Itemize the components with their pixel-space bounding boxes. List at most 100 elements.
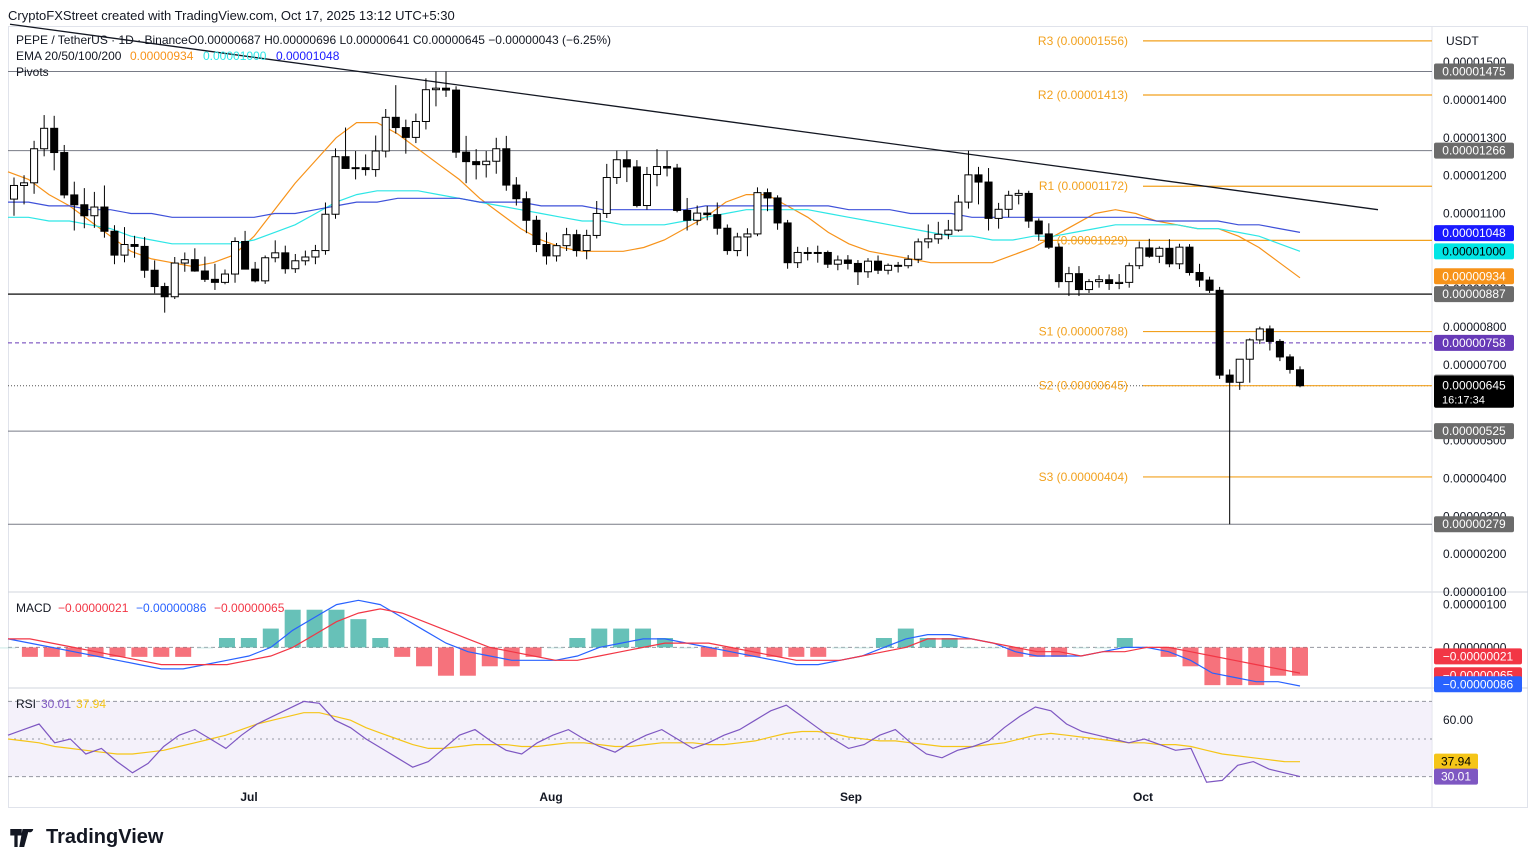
candle-body	[441, 87, 451, 91]
legend-ema-label: EMA 20/50/100/200	[16, 49, 122, 63]
histogram-bar	[591, 628, 608, 648]
rsi-value: 30.01	[41, 697, 71, 711]
rsi-ma-line	[7, 712, 1301, 763]
candle-body	[261, 257, 270, 282]
price-badge-label: 0.00001000	[1442, 244, 1506, 258]
candle-body	[1024, 192, 1033, 222]
candle-body	[934, 233, 943, 240]
legend-ema20: 0.00000934	[130, 49, 194, 63]
attribution-text: CryptoFXStreet created with TradingView.…	[8, 8, 455, 23]
candle-body	[1115, 281, 1124, 285]
rsi-line	[7, 700, 1301, 783]
tradingview-logo[interactable]: TradingView	[10, 826, 163, 849]
candle-body	[150, 269, 159, 288]
candle-body	[482, 160, 491, 166]
histogram-bar	[875, 638, 892, 648]
histogram-bar	[0, 647, 16, 649]
candle-body	[562, 234, 571, 247]
candle-body	[632, 166, 641, 207]
y-tick-label: 0.00000400	[1443, 471, 1507, 485]
brand-name: TradingView	[46, 826, 164, 848]
grid: Jul Aug Sep Oct	[8, 26, 1528, 808]
histogram-bar	[1292, 647, 1308, 676]
candle-body	[140, 245, 149, 271]
candle-body	[421, 89, 430, 122]
candle-body	[904, 258, 913, 267]
histogram-bar	[1204, 647, 1221, 686]
candle-body	[512, 184, 521, 200]
candle-body	[1255, 328, 1264, 341]
x-tick-label: Oct	[1133, 790, 1153, 804]
candle-body	[281, 252, 290, 270]
macd-badge	[1434, 648, 1522, 665]
histogram-bar	[547, 647, 564, 649]
rsi-badge	[1434, 768, 1478, 785]
candle-body	[652, 166, 662, 175]
candle-body	[723, 227, 732, 252]
candle-body	[803, 251, 812, 254]
candle-body	[241, 240, 250, 270]
histogram-bar	[854, 647, 871, 649]
candle-body	[351, 167, 360, 170]
last-price-label: 0.00000645	[1442, 379, 1506, 393]
candle-body	[311, 250, 320, 258]
candle-body	[251, 268, 260, 282]
candle-body	[964, 174, 973, 203]
candle-body	[391, 116, 400, 129]
macd-badge-label: −0.00000021	[1443, 649, 1514, 663]
last-price-badge	[1434, 375, 1514, 408]
candle-body	[693, 212, 702, 221]
candle-body	[361, 167, 370, 171]
candle-body	[231, 240, 240, 275]
candle-body	[452, 89, 461, 153]
histogram-bar	[284, 609, 301, 648]
price-badge	[1434, 63, 1514, 80]
histogram-bar	[481, 647, 498, 667]
macd-pane: MACD −0.00000021 −0.00000086 −0.00000065 0.0…	[0, 598, 1522, 693]
candle-body	[301, 256, 310, 262]
candle-body	[1135, 247, 1144, 267]
price-badge	[1434, 225, 1514, 242]
rsi-band	[8, 701, 1432, 777]
candle-body	[1074, 273, 1083, 291]
candle-body	[291, 260, 300, 270]
candle-body	[210, 278, 219, 283]
pivot-label: S1 (0.00000788)	[1039, 325, 1128, 339]
y-tick-label: 0.00001100	[1443, 206, 1506, 220]
candle-body	[663, 166, 672, 169]
price-badge-label: 0.00001475	[1442, 65, 1506, 79]
candle-body	[1034, 220, 1043, 235]
histogram-bar	[175, 647, 192, 657]
price-pane: R3 (0.00001556) R2 (0.00001413) R1 (0.0000…	[7, 23, 1432, 525]
candle-body	[411, 120, 420, 138]
candle-body	[713, 214, 722, 229]
trendline	[9, 23, 1379, 211]
histogram-bar	[416, 647, 433, 667]
chart-frame	[8, 26, 1528, 808]
candle-body	[1155, 247, 1164, 257]
ema-line	[8, 190, 1301, 252]
histogram-bar	[43, 647, 60, 657]
candle-body	[371, 150, 380, 171]
histogram-bar	[810, 647, 827, 657]
candle-body	[823, 251, 832, 265]
histogram-bar	[218, 638, 235, 648]
candle-body	[894, 264, 903, 267]
candle-body	[120, 244, 129, 256]
candle-body	[532, 219, 541, 246]
candle-body	[602, 177, 611, 214]
price-badge	[1434, 423, 1514, 440]
candle-body	[1044, 233, 1053, 248]
rsi-tick: 60.00	[1443, 713, 1473, 727]
candle-body	[1105, 279, 1114, 285]
candle-body	[50, 127, 59, 154]
signal-line	[8, 608, 1301, 674]
macd-tick: 0.00000100	[1443, 598, 1507, 612]
price-badge-label: 0.00000887	[1442, 287, 1506, 301]
histogram-bar	[635, 628, 652, 648]
y-tick-label: 0.00001200	[1443, 169, 1507, 183]
price-badge-label: 0.00000525	[1442, 424, 1506, 438]
histogram-bar	[941, 638, 958, 648]
candle-body	[703, 212, 712, 216]
